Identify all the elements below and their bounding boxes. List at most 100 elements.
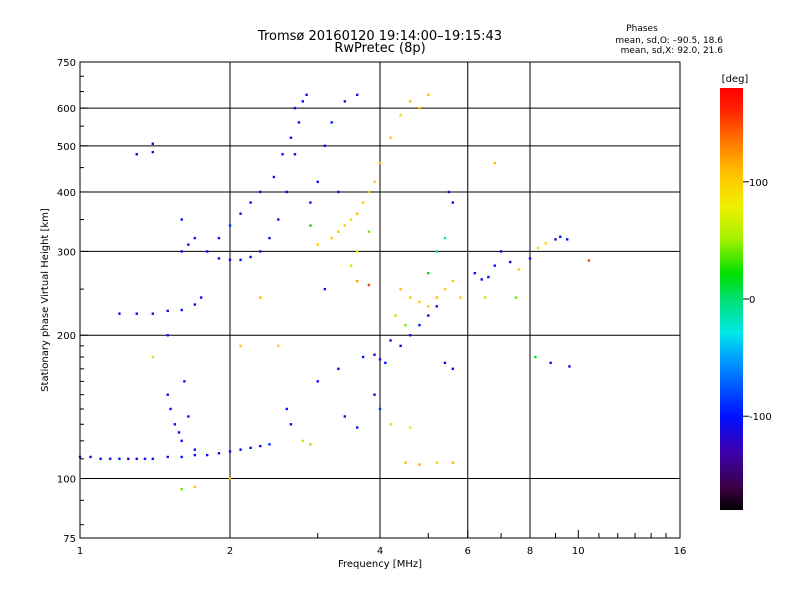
data-point (109, 457, 112, 461)
data-point (205, 453, 209, 457)
data-point (217, 236, 221, 240)
phase-colorbar (720, 88, 743, 510)
data-point (447, 190, 451, 194)
data-point (118, 457, 121, 461)
data-point (378, 161, 382, 165)
data-point (249, 446, 252, 450)
y-tick-label: 200 (57, 331, 76, 342)
data-point (169, 407, 172, 411)
data-point (435, 461, 438, 464)
data-point (316, 380, 319, 383)
y-axis-ticks: 75 100 200 300 400 500 600 750 (57, 58, 88, 545)
chart-title-line2: RwPretec (8p) (334, 41, 425, 56)
data-point (309, 224, 312, 227)
data-point (151, 312, 155, 315)
data-point (568, 365, 571, 368)
data-point (143, 457, 147, 461)
data-point (277, 218, 280, 221)
data-point (323, 287, 327, 291)
data-point (528, 257, 532, 260)
data-point (281, 153, 284, 156)
data-point (239, 448, 242, 451)
data-point (268, 236, 271, 240)
colorbar-tick-label: 100 (749, 178, 768, 189)
data-point (305, 93, 308, 96)
data-point (228, 224, 232, 227)
x-tick-label: 4 (377, 546, 383, 557)
data-point (499, 250, 503, 253)
data-point (373, 393, 376, 396)
phase-stats-o: mean, sd,O: –90.5, 18.6 (615, 36, 723, 46)
data-point (427, 314, 430, 317)
data-point (534, 355, 537, 359)
data-point (517, 268, 521, 271)
data-point (427, 93, 430, 96)
data-point (480, 278, 483, 281)
data-point (399, 113, 402, 117)
data-point (330, 121, 333, 124)
data-point (193, 453, 197, 457)
data-point (459, 296, 462, 299)
data-point (316, 243, 319, 246)
data-point (293, 106, 297, 110)
data-point (259, 296, 262, 299)
data-point (367, 230, 371, 233)
data-point (443, 236, 447, 240)
data-point (367, 190, 371, 194)
data-point (259, 190, 262, 194)
data-point (272, 175, 276, 179)
data-point (451, 201, 455, 204)
data-point (187, 415, 190, 418)
data-point (394, 314, 397, 317)
data-point (409, 426, 412, 429)
data-point (343, 100, 347, 103)
colorbar-unit-label: [deg] (722, 74, 749, 85)
y-tick-label: 600 (57, 104, 76, 115)
data-point (118, 312, 121, 315)
data-point (180, 218, 183, 221)
data-point (514, 296, 518, 299)
data-point (193, 485, 197, 489)
data-point (355, 426, 359, 429)
data-point (309, 443, 312, 446)
data-point (427, 305, 430, 308)
data-point (337, 190, 340, 194)
chart-title-line1: Tromsø 20160120 19:14:00–19:15:43 (257, 29, 502, 44)
data-point (355, 212, 359, 215)
data-point (418, 323, 421, 327)
grid-lines (80, 62, 680, 538)
data-point (166, 393, 169, 396)
data-point (337, 367, 340, 371)
data-point (418, 106, 421, 110)
data-point (193, 236, 197, 240)
data-point (301, 439, 305, 443)
data-point (349, 264, 353, 267)
data-point (180, 308, 183, 312)
data-point (404, 461, 407, 464)
data-point (135, 153, 138, 156)
data-point (228, 477, 232, 480)
data-point (289, 423, 293, 426)
data-point (217, 257, 221, 260)
data-point (483, 296, 487, 299)
x-tick-label: 8 (527, 546, 533, 557)
data-point (316, 180, 319, 184)
data-point (355, 279, 359, 283)
data-point (493, 264, 497, 267)
data-point (409, 334, 412, 337)
data-point (228, 258, 232, 262)
y-tick-label: 300 (57, 247, 76, 258)
data-point (373, 353, 376, 356)
x-tick-label: 16 (674, 546, 687, 557)
x-tick-label: 1 (77, 546, 83, 557)
data-point (399, 344, 402, 348)
data-point (389, 423, 392, 426)
data-point (378, 407, 382, 411)
data-point (249, 255, 252, 259)
data-point (239, 344, 242, 348)
data-point (228, 450, 232, 453)
y-axis-label: Stationary phase Virtual Height [km] (40, 208, 51, 392)
x-axis-ticks: 1 2 4 6 8 10 16 (77, 530, 687, 557)
data-point (285, 190, 288, 194)
